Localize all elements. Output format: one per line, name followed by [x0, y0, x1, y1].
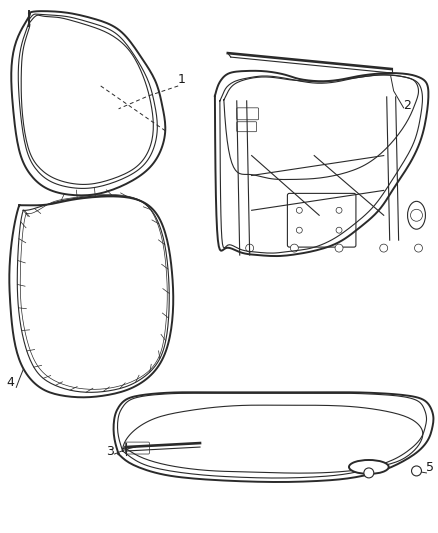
Text: 1: 1	[178, 73, 186, 86]
Text: 5: 5	[427, 461, 434, 474]
Circle shape	[297, 227, 302, 233]
Circle shape	[380, 244, 388, 252]
Circle shape	[414, 244, 423, 252]
Circle shape	[364, 468, 374, 478]
Circle shape	[290, 244, 298, 252]
Circle shape	[412, 466, 421, 476]
FancyBboxPatch shape	[237, 108, 258, 120]
FancyBboxPatch shape	[126, 442, 149, 454]
Circle shape	[336, 227, 342, 233]
Circle shape	[410, 209, 423, 221]
Ellipse shape	[408, 201, 425, 229]
Circle shape	[246, 244, 254, 252]
Ellipse shape	[349, 460, 389, 474]
FancyBboxPatch shape	[287, 193, 356, 247]
Circle shape	[336, 207, 342, 213]
Circle shape	[335, 244, 343, 252]
Text: 2: 2	[403, 99, 411, 112]
Circle shape	[297, 207, 302, 213]
Text: 4: 4	[7, 376, 14, 390]
FancyBboxPatch shape	[237, 122, 257, 132]
Text: 3: 3	[106, 445, 113, 458]
